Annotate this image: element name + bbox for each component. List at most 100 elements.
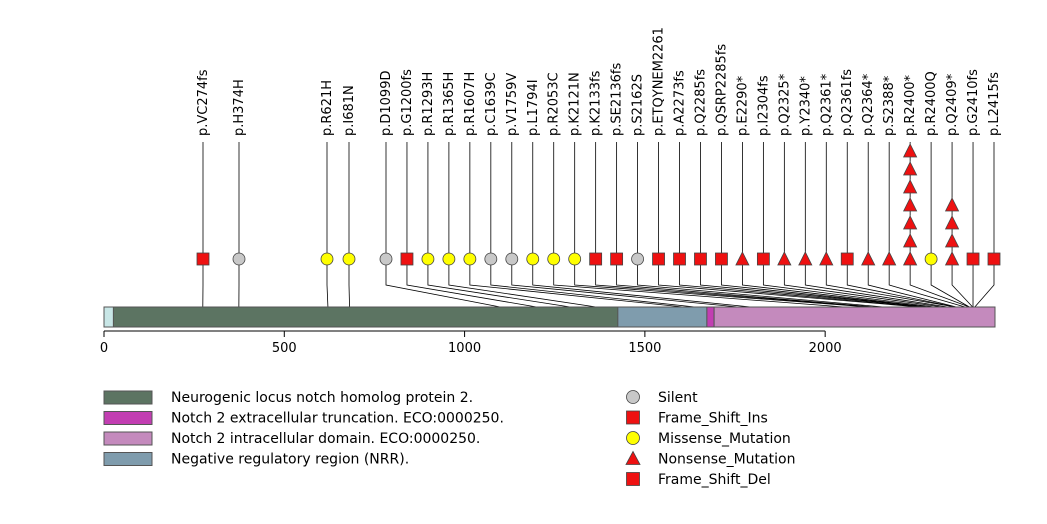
mutation-marker[interactable] <box>924 252 938 266</box>
position-connector <box>348 259 350 308</box>
position-connector <box>574 259 869 308</box>
axis-tick-label: 0 <box>100 341 108 356</box>
mutation-label: p.R1293H <box>421 72 436 136</box>
position-connector <box>867 259 957 308</box>
position-connector <box>700 259 928 308</box>
mutation-marker[interactable] <box>568 252 582 266</box>
mutation-marker[interactable] <box>715 252 728 266</box>
legend-marker <box>626 390 640 404</box>
position-connector <box>804 259 948 308</box>
legend-swatch <box>103 452 153 466</box>
mutation-marker[interactable] <box>902 251 918 266</box>
position-connector <box>448 259 597 308</box>
mutation-marker[interactable] <box>987 252 1001 266</box>
axis-tick-label: 500 <box>272 341 297 356</box>
mutation-label: p.G1200fs <box>400 69 415 136</box>
mutation-marker[interactable] <box>442 252 456 266</box>
legend-marker <box>626 472 640 486</box>
mutation-marker[interactable] <box>421 252 435 266</box>
position-connector <box>742 259 930 308</box>
mutation-label: p.QSRP2285fs <box>714 44 729 136</box>
mutation-marker[interactable] <box>902 215 918 230</box>
domain-3[interactable] <box>713 306 996 328</box>
mutation-marker[interactable] <box>610 252 624 266</box>
mutation-marker[interactable] <box>232 252 246 266</box>
mutation-label: p.G2410fs <box>966 69 981 136</box>
mutation-marker[interactable] <box>861 251 876 266</box>
legend-type-label: Frame_Shift_Del <box>658 472 771 488</box>
position-connector <box>490 259 696 308</box>
mutation-marker[interactable] <box>463 252 477 266</box>
mutation-label: p.C1639C <box>484 72 499 136</box>
mutation-marker[interactable] <box>944 215 960 230</box>
mutation-label: p.R1365H <box>442 72 457 136</box>
mutation-marker[interactable] <box>196 252 210 266</box>
mutation-label: p.Q2325* <box>777 73 792 136</box>
mutation-marker[interactable] <box>589 252 603 266</box>
mutation-marker[interactable] <box>902 143 918 158</box>
position-connector <box>658 259 920 308</box>
position-axis: 0 500 1000 1500 2000 <box>100 330 842 356</box>
mutation-marker[interactable] <box>902 161 918 176</box>
mutation-label: p.Q2364* <box>861 73 876 136</box>
mutation-marker[interactable] <box>840 252 854 266</box>
mutation-label: p.Q2409* <box>945 73 960 136</box>
mutation-type-legend: Silent Frame_Shift_Ins Missense_Mutation No… <box>625 390 795 488</box>
domain-2[interactable] <box>706 306 715 328</box>
mutation-label: p.Q2361* <box>819 73 834 136</box>
legend-domain-label: Neurogenic locus notch homolog protein 2… <box>171 390 473 406</box>
domain-1[interactable] <box>617 306 708 328</box>
mutation-marker[interactable] <box>652 252 665 266</box>
mutation-marker[interactable] <box>902 233 918 248</box>
position-connector <box>637 259 884 308</box>
mutation-label: p.K2133fs <box>589 70 604 136</box>
mutation-marker[interactable] <box>944 197 960 212</box>
axis-tick-label: 1500 <box>628 341 661 356</box>
mutation-marker[interactable] <box>694 252 707 266</box>
position-connector <box>326 259 329 308</box>
mutation-marker[interactable] <box>966 252 980 266</box>
position-connector <box>595 259 874 308</box>
mutation-marker[interactable] <box>777 251 792 266</box>
mutation-marker[interactable] <box>798 251 813 266</box>
mutation-marker[interactable] <box>735 251 750 266</box>
position-connector <box>679 259 924 308</box>
mutation-marker[interactable] <box>902 197 918 212</box>
domain-legend: Neurogenic locus notch homolog protein 2… <box>103 390 504 468</box>
legend-domain-label: Negative regulatory region (NRR). <box>171 452 409 468</box>
position-connector <box>783 259 943 308</box>
mutation-marker[interactable] <box>320 252 334 266</box>
mutation-marker[interactable] <box>400 252 414 266</box>
axis-tick-label: 1000 <box>448 341 481 356</box>
mutation-marker[interactable] <box>944 251 960 266</box>
legend-swatch <box>103 411 153 425</box>
mutation-marker[interactable] <box>484 252 498 266</box>
legend-domain-label: Notch 2 extracellular truncation. ECO:00… <box>171 411 504 427</box>
position-connector <box>974 259 995 308</box>
mutation-marker[interactable] <box>902 179 918 194</box>
mutation-marker[interactable] <box>882 251 897 266</box>
mutation-label: p.ETQYNEM2261 <box>652 27 667 136</box>
mutation-marker[interactable] <box>379 252 393 266</box>
mutation-marker[interactable] <box>547 252 561 266</box>
protein-bar <box>103 306 996 328</box>
position-connector <box>427 259 571 308</box>
legend-type-label: Missense_Mutation <box>658 431 791 447</box>
lollipop-stems <box>202 142 995 259</box>
mutation-marker[interactable] <box>631 252 644 266</box>
mutation-marker[interactable] <box>756 252 770 266</box>
position-connector <box>385 259 501 308</box>
position-connector <box>825 259 956 308</box>
mutation-marker[interactable] <box>944 233 960 248</box>
mutation-marker[interactable] <box>819 251 834 266</box>
mutation-label: p.L2415fs <box>987 72 1002 136</box>
mutation-label: p.L1794I <box>526 79 541 136</box>
mutation-marker[interactable] <box>673 252 686 266</box>
mutation-label: p.R1607H <box>463 72 478 136</box>
mutation-label: p.E2290* <box>735 75 750 136</box>
legend-domain-label: Notch 2 intracellular domain. ECO:000025… <box>171 431 480 447</box>
mutation-marker[interactable] <box>505 252 519 266</box>
mutation-marker[interactable] <box>526 252 540 266</box>
legend-marker <box>626 410 640 425</box>
mutation-marker[interactable] <box>342 252 356 266</box>
